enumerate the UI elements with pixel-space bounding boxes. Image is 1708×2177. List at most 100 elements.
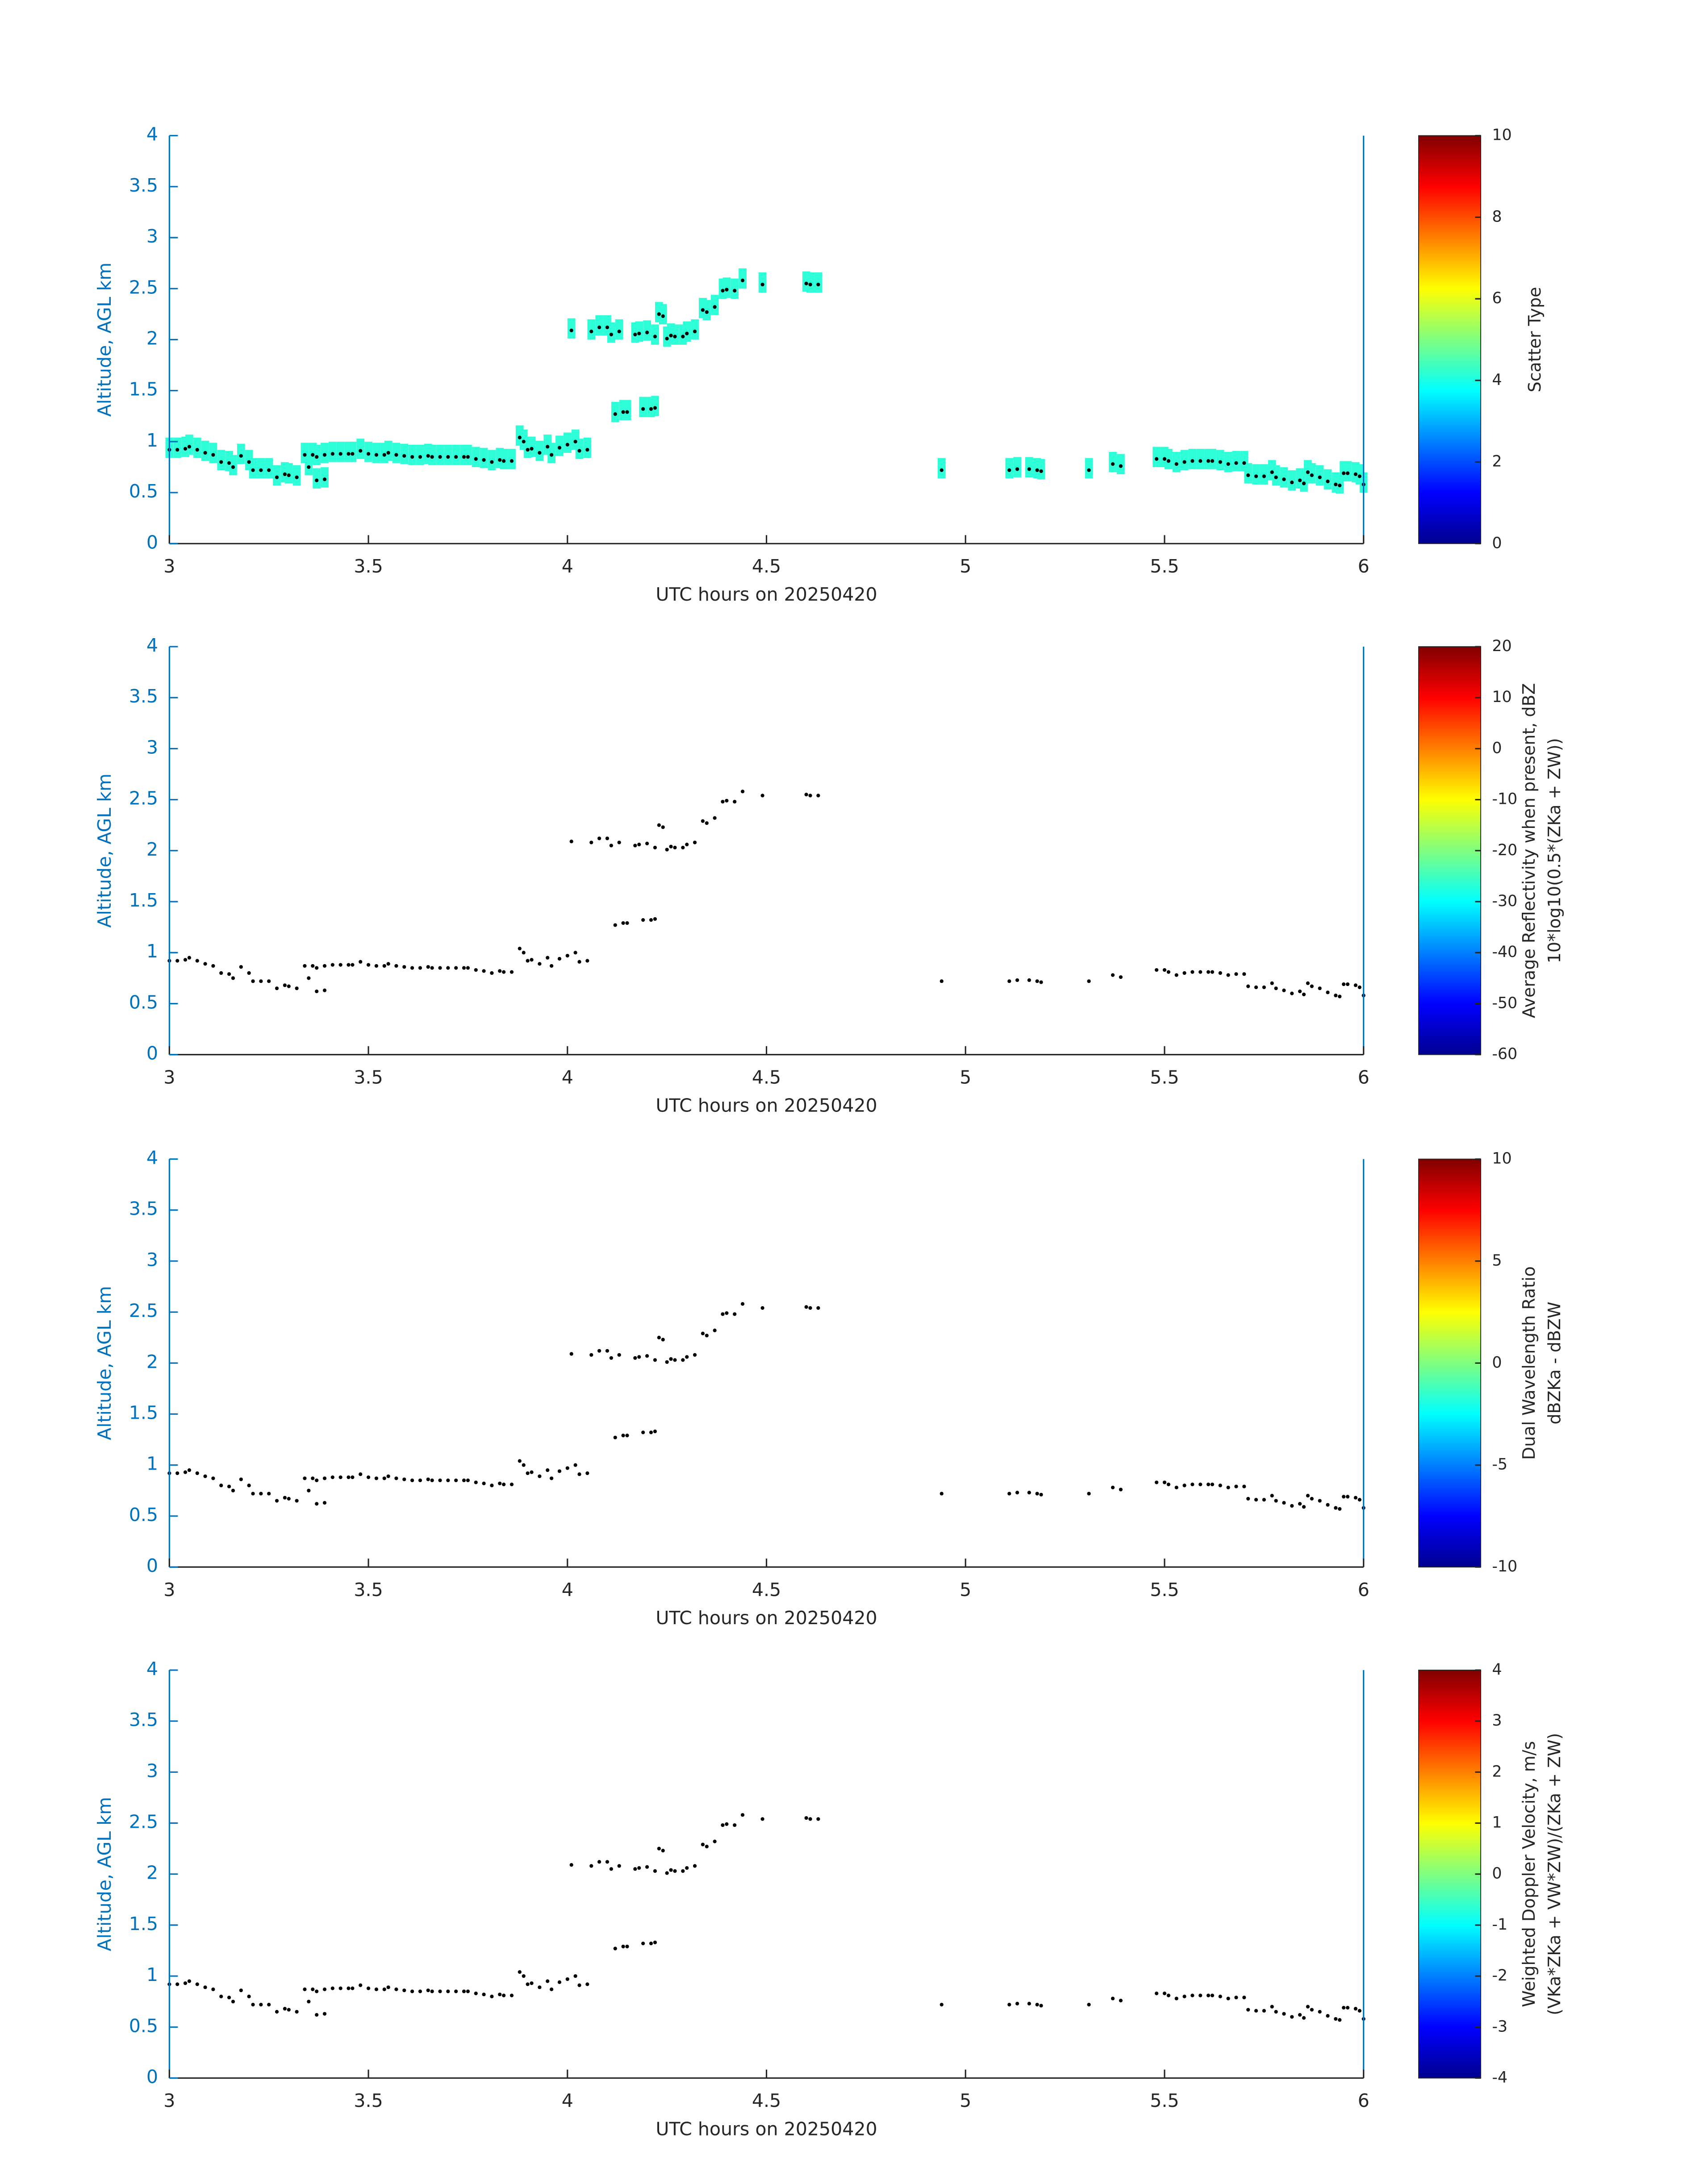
point (816, 1306, 820, 1310)
point (1162, 457, 1167, 461)
x-tick-label: 6 (1358, 1066, 1370, 1088)
point (330, 1475, 334, 1479)
point (693, 1353, 697, 1357)
colorbar (1418, 1158, 1482, 1568)
point (701, 1332, 705, 1336)
point (195, 959, 199, 963)
point (330, 963, 334, 967)
point (526, 1471, 530, 1475)
y-tick-label: 0 (146, 531, 158, 553)
scatter-type-cell (671, 324, 679, 345)
y-tick-label: 3.5 (129, 175, 158, 196)
colorbar-tick-label: 4 (1492, 371, 1502, 389)
point (1242, 1484, 1246, 1488)
point (1357, 985, 1361, 990)
y-tick-label: 1 (146, 1964, 158, 1985)
scatter-type-cell (567, 318, 576, 339)
scatter-type-cell (563, 432, 572, 453)
point (1182, 971, 1186, 975)
y-tick-label: 2.5 (129, 1300, 158, 1321)
point (1306, 1494, 1310, 1498)
point (315, 2013, 319, 2017)
point (653, 1358, 657, 1362)
point (247, 460, 251, 464)
scatter-type-cell (691, 319, 699, 340)
colorbar-tick-label: 5 (1492, 1252, 1502, 1270)
point (1111, 1997, 1115, 2001)
y-tick-label: 2 (146, 839, 158, 860)
point (530, 1470, 534, 1474)
point (410, 966, 414, 970)
point (538, 1985, 542, 1989)
scatter-type-cell (185, 435, 193, 455)
colorbar-tick-label: 0 (1492, 1354, 1502, 1371)
point (374, 453, 379, 457)
point (1318, 986, 1322, 990)
y-tick-label: 2.5 (129, 788, 158, 809)
point (577, 449, 581, 453)
point (569, 1863, 573, 1867)
point (1353, 2007, 1357, 2011)
point (940, 1492, 944, 1496)
point (347, 1986, 351, 1990)
point (183, 1981, 188, 1985)
point (713, 1329, 717, 1333)
point (725, 1822, 729, 1826)
point (1039, 469, 1043, 473)
x-tick-label: 5 (960, 2090, 971, 2111)
point (1357, 2009, 1361, 2013)
point (940, 979, 944, 983)
scatter-type-cell (408, 444, 416, 465)
scatter-type-cell (595, 315, 603, 336)
point (685, 1355, 689, 1359)
point (1035, 2002, 1039, 2007)
scatter-type-cell (265, 458, 273, 479)
scatter-type-cell (635, 321, 643, 342)
point (721, 800, 725, 804)
point (569, 1352, 573, 1356)
point (589, 840, 593, 844)
point (1246, 984, 1250, 988)
point (295, 2010, 299, 2014)
point (187, 1468, 192, 1472)
colorbar-tick-label: -3 (1492, 2018, 1508, 2035)
point (466, 1478, 470, 1483)
y-axis-label: Altitude, AGL km (94, 773, 115, 928)
y-tick-label: 3 (146, 1249, 158, 1270)
point (665, 337, 669, 341)
point (681, 1869, 685, 1873)
y-tick-label: 0 (146, 1043, 158, 1064)
scatter-type-cell (1153, 447, 1161, 468)
point (315, 989, 319, 994)
scatter-type-cell (1117, 454, 1125, 475)
point (219, 1483, 223, 1488)
point (502, 1993, 506, 1997)
point (251, 2002, 255, 2007)
point (721, 1312, 725, 1316)
point (633, 332, 637, 337)
point (657, 1847, 661, 1851)
y-tick-label: 2.5 (129, 1811, 158, 1832)
point (1282, 477, 1286, 481)
point (418, 455, 422, 459)
point (490, 971, 494, 975)
colorbar-tick-label: -5 (1492, 1456, 1508, 1474)
point (1210, 459, 1215, 463)
point (597, 325, 601, 330)
point (195, 1471, 199, 1475)
point (625, 410, 629, 414)
point (183, 1470, 188, 1474)
colorbar-label: Average Reflectivity when present, dBZ (1519, 683, 1539, 1018)
point (227, 972, 231, 976)
point (605, 1349, 610, 1353)
point (1210, 1993, 1215, 1997)
point (693, 840, 697, 844)
scatter-type-cell (1180, 450, 1189, 470)
y-tick-label: 3 (146, 226, 158, 247)
point (705, 1844, 709, 1849)
point (311, 453, 315, 457)
point (673, 334, 677, 338)
scatter-type-cell (508, 449, 516, 469)
point (685, 331, 689, 335)
point (1218, 460, 1222, 464)
